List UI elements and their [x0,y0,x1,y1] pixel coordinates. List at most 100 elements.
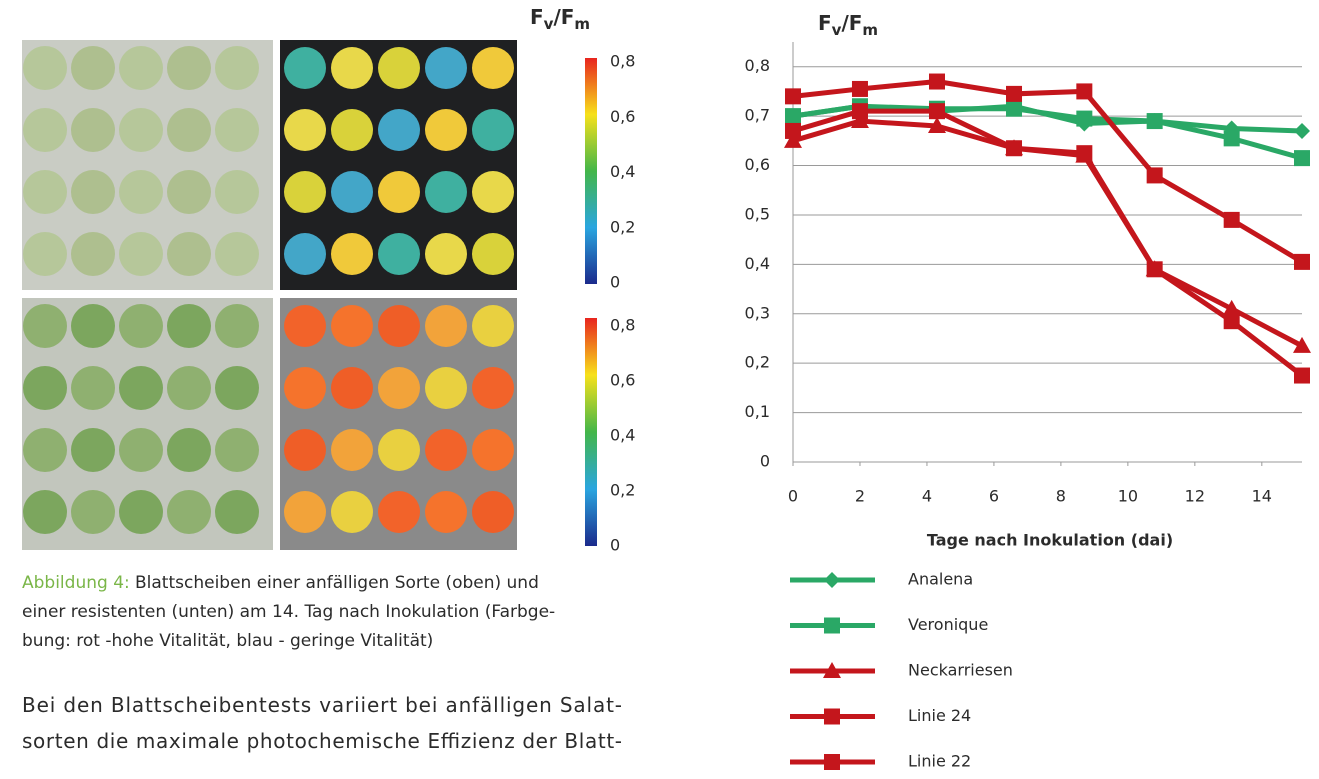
leaf [215,108,259,152]
marker [785,123,801,139]
marker [1006,101,1022,117]
leaf [472,47,514,89]
leaf [167,304,211,348]
legend-label: Veronique [908,615,988,634]
leaf [472,233,514,275]
x-tick-label: 14 [1252,487,1272,506]
document: Fv/Fm0,80,60,40,200,80,60,40,20Abbildung… [0,0,1319,779]
leaf [215,232,259,276]
marker [1147,167,1163,183]
leaf [425,171,467,213]
leaf [378,233,420,275]
x-tick-label: 2 [855,487,865,506]
marker [1294,150,1310,166]
marker [1224,212,1240,228]
leaf [71,108,115,152]
colorbar-tick-label: 0,6 [610,371,635,390]
leaf [215,304,259,348]
y-tick-label: 0,6 [745,155,770,174]
legend-marker [824,709,840,725]
marker [1076,111,1092,127]
leaf [119,46,163,90]
marker [1147,261,1163,277]
marker [852,81,868,97]
colorbar-bottom [585,318,597,546]
leaf [284,171,326,213]
legend-label: Analena [908,570,973,589]
marker [1147,113,1163,129]
leaf [167,490,211,534]
leaf [119,428,163,472]
leaf [378,109,420,151]
legend-label: Neckarriesen [908,661,1013,680]
y-tick-label: 0,5 [745,204,770,223]
colorbar-top [585,58,597,284]
colorbar-tick-label: 0,8 [610,316,635,335]
x-tick-label: 12 [1185,487,1205,506]
leaf [71,490,115,534]
marker [1294,123,1310,139]
marker [1224,130,1240,146]
legend-label: Linie 24 [908,706,971,725]
leaf [215,170,259,214]
leaf [119,366,163,410]
leaf [215,366,259,410]
leaf [378,429,420,471]
x-tick-label: 6 [989,487,999,506]
marker [1006,140,1022,156]
caption-line: bung: rot -hohe Vitalität, blau - gering… [22,631,433,651]
legend-marker [824,618,840,634]
axis-title: Fv/Fm [530,5,590,33]
leaf [331,233,373,275]
leaf [119,304,163,348]
leaf [23,304,67,348]
leaf [425,109,467,151]
marker [785,108,801,124]
leaf [425,429,467,471]
colorbar-tick-label: 0,4 [610,162,635,181]
leaf [167,232,211,276]
marker [1076,83,1092,99]
x-tick-label: 4 [922,487,932,506]
leaf [378,491,420,533]
leaf [425,491,467,533]
leaf [215,490,259,534]
leaf [119,490,163,534]
leaf [425,233,467,275]
leaf [472,491,514,533]
y-tick-label: 0,8 [745,56,770,75]
leaf [284,109,326,151]
x-tick-label: 10 [1118,487,1138,506]
leaf [331,109,373,151]
label-part: v [544,15,554,33]
marker [1076,145,1092,161]
leaf [331,491,373,533]
page: {"figure": { "colorbar_label": ["F", "v"… [0,0,1319,779]
marker [785,88,801,104]
marker [1294,368,1310,384]
colorbar-tick-label: 0 [610,536,620,555]
colorbar-tick-label: 0,6 [610,107,635,126]
label-part: v [832,21,842,39]
marker [1224,313,1240,329]
paragraph-line: Bei den Blattscheibentests variiert bei … [22,693,622,717]
y-tick-label: 0,2 [745,353,770,372]
caption-line: Blattscheiben einer anfälligen Sorte (ob… [135,573,539,593]
leaf [378,305,420,347]
leaf [284,233,326,275]
colorbar-tick-label: 0,8 [610,52,635,71]
leaf [215,428,259,472]
leaf [331,171,373,213]
leaf [167,108,211,152]
leaf [167,46,211,90]
y-tick-label: 0,1 [745,402,770,421]
leaf [331,367,373,409]
leaf [284,429,326,471]
marker [929,103,945,119]
leaf [167,170,211,214]
colorbar-tick-label: 0,2 [610,481,635,500]
caption-line: einer resistenten (unten) am 14. Tag nac… [22,602,555,622]
leaf [425,305,467,347]
y-tick-label: 0,3 [745,303,770,322]
leaf [378,171,420,213]
